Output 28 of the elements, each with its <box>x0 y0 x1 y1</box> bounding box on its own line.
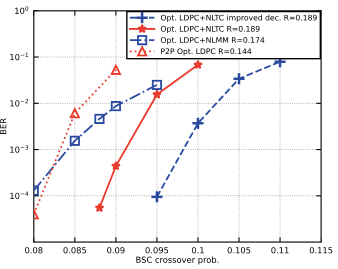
y-tick-label: 10$^{−2}$ <box>10 98 28 107</box>
y-tick-label: 10$^{−3}$ <box>10 145 28 153</box>
x-tick-label: 0.095 <box>146 247 168 254</box>
y-tick-label: 10$^{−4}$ <box>10 192 28 200</box>
y-tick-label: 10$^{0}$ <box>15 6 28 14</box>
point <box>152 80 162 90</box>
point <box>111 160 121 170</box>
x-tick-label: 0.115 <box>310 247 332 254</box>
x-tick-label: 0.085 <box>63 247 86 254</box>
x-axis-title: BSC crossover prob. <box>136 256 218 264</box>
x-tick-label: 0.11 <box>271 247 289 254</box>
y-tick-label: 10$^{−1}$ <box>10 52 28 60</box>
point <box>94 202 104 212</box>
point <box>70 136 80 146</box>
point <box>232 72 246 86</box>
y-axis-title: BER <box>0 118 6 134</box>
x-tick-label: 0.08 <box>25 247 43 254</box>
point <box>152 89 162 99</box>
x-tick-label: 0.1 <box>192 247 204 254</box>
point <box>110 64 121 75</box>
point <box>94 114 105 124</box>
x-tick-label: 0.09 <box>107 247 125 254</box>
point <box>70 108 80 118</box>
x-tick-label: 0.105 <box>228 247 250 254</box>
point <box>150 190 164 204</box>
point <box>191 116 205 130</box>
point <box>193 60 203 70</box>
point <box>110 101 121 112</box>
